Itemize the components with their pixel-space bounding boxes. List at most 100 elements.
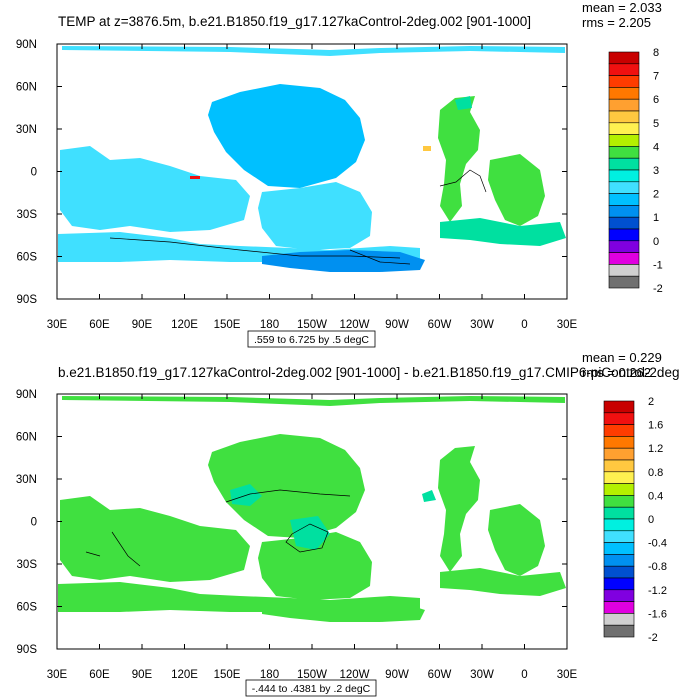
colorbar-label: 1 — [653, 212, 659, 224]
y-tick-label: 60S — [17, 252, 38, 264]
panel-2-title: b.e21.B1850.f19_g17.127kaControl-2deg.00… — [58, 365, 679, 380]
colorbar-swatch — [608, 193, 640, 206]
colorbar-swatch — [608, 98, 640, 112]
panel-2-colorbar: 2 1.6 1.2 0.8 0.4 0 -0.4 -0.8 -1.2 -1.6 -2 — [603, 396, 667, 644]
panel-1-field — [57, 44, 567, 299]
p1-southern-atlantic — [440, 218, 566, 246]
p1-north-pacific — [208, 84, 365, 188]
y-tick-label: 30N — [16, 474, 37, 486]
y-tick-label: 60N — [16, 432, 37, 444]
panel-1-colorbar: 8 7 6 5 4 3 2 1 0 -1 -2 — [608, 47, 663, 295]
colorbar-swatch — [603, 613, 635, 626]
colorbar-swatch — [603, 601, 635, 614]
panel-1-range-box — [247, 330, 376, 348]
colorbar-label: 2 — [653, 189, 659, 201]
x-tick-label: 150E — [214, 669, 241, 681]
colorbar-label: 8 — [653, 47, 659, 59]
p1-south-atlantic — [488, 154, 545, 226]
panel-1-rms: rms = 2.205 — [582, 15, 651, 30]
p2-south-atlantic — [488, 504, 545, 576]
colorbar-swatch — [608, 75, 640, 88]
x-tick-label: 120E — [171, 669, 198, 681]
colorbar-swatch — [608, 216, 640, 230]
y-tick-label: 90N — [16, 39, 37, 51]
p1-southern-ocean-east — [262, 250, 425, 272]
x-tick-label: 0 — [521, 319, 527, 331]
x-tick-label: 120W — [339, 669, 369, 681]
colorbar-swatch — [608, 205, 640, 218]
colorbar-label: 3 — [653, 165, 659, 177]
x-tick-label: 30E — [557, 319, 578, 331]
colorbar-swatch — [608, 122, 640, 135]
p2-south-pacific — [258, 532, 372, 600]
colorbar-swatch — [603, 554, 635, 567]
p2-indian-ocean — [60, 496, 250, 582]
colorbar-swatch — [608, 63, 640, 76]
colorbar-label: -0.8 — [648, 561, 667, 573]
colorbar-label: 7 — [653, 71, 659, 83]
colorbar-swatch — [608, 228, 640, 242]
panel-2-rms: rms = 0.262 — [582, 365, 651, 380]
x-tick-label: 180 — [260, 669, 279, 681]
colorbar-label: 0.4 — [648, 490, 663, 502]
colorbar-swatch — [603, 400, 635, 414]
colorbar-label: -2 — [648, 632, 658, 644]
colorbar-swatch — [608, 181, 640, 194]
colorbar-swatch — [603, 518, 635, 532]
colorbar-swatch — [603, 624, 635, 638]
panel-2: b.e21.B1850.f19_g17.127kaControl-2deg.00… — [16, 350, 679, 697]
colorbar-label: 0 — [653, 236, 659, 248]
colorbar-label: -0.4 — [648, 538, 667, 550]
x-tick-label: 180 — [260, 319, 279, 331]
p2-north-pacific — [208, 434, 365, 538]
panel-1-mean: mean = 2.033 — [582, 0, 662, 15]
panel-2-ticks: 30E 60E 90E 120E 150E 180 150W 120W 90W 60W 30W 0 30… — [16, 389, 578, 681]
colorbar-label: 4 — [653, 141, 659, 153]
p1-south-pacific — [258, 182, 372, 250]
x-tick-label: 120E — [171, 319, 198, 331]
x-tick-label: 30E — [557, 669, 578, 681]
x-tick-label: 90E — [132, 669, 153, 681]
panel-1-ticks: 30E 60E 90E 120E 150E 180 150W 120W 90W 60W 30W 0 30… — [16, 39, 578, 331]
colorbar-swatch — [608, 134, 640, 147]
colorbar-swatch — [603, 530, 635, 543]
colorbar-swatch — [603, 424, 635, 437]
y-tick-label: 30S — [17, 209, 38, 221]
colorbar-swatch — [603, 506, 635, 520]
colorbar-swatch — [603, 483, 635, 496]
colorbar-label: 1.6 — [648, 420, 663, 432]
colorbar-swatch — [603, 565, 635, 579]
x-tick-label: 60W — [428, 669, 452, 681]
x-tick-label: 120W — [339, 319, 369, 331]
y-tick-label: 60S — [17, 602, 38, 614]
colorbar-label: -1 — [653, 259, 663, 271]
panel-2-range-box — [245, 679, 377, 697]
x-tick-label: 90E — [132, 319, 153, 331]
p1-indian-ocean — [60, 146, 250, 232]
x-tick-label: 0 — [521, 669, 527, 681]
colorbar-label: 0 — [648, 514, 654, 526]
x-tick-label: 60W — [428, 319, 452, 331]
y-tick-label: 90S — [17, 294, 38, 306]
panel-2-range-label: -.444 to .4381 by .2 degC — [252, 683, 371, 695]
colorbar-swatch — [603, 471, 635, 484]
colorbar-swatch — [603, 542, 635, 555]
colorbar-swatch — [608, 169, 640, 183]
colorbar-swatch — [608, 51, 640, 65]
x-tick-label: 30E — [47, 669, 68, 681]
x-tick-label: 150W — [297, 319, 327, 331]
colorbar-swatch — [608, 110, 640, 124]
x-tick-label: 90W — [385, 319, 409, 331]
colorbar-swatch — [608, 157, 640, 171]
colorbar-swatch — [603, 436, 635, 449]
y-tick-label: 90S — [17, 644, 38, 656]
panel-2-field — [57, 394, 567, 649]
y-tick-label: 30N — [16, 124, 37, 136]
x-tick-label: 150E — [214, 319, 241, 331]
y-tick-label: 60N — [16, 82, 37, 94]
colorbar-label: -1.2 — [648, 585, 667, 597]
x-tick-label: 90W — [385, 669, 409, 681]
colorbar-swatch — [608, 275, 640, 289]
colorbar-label: -2 — [653, 283, 663, 295]
